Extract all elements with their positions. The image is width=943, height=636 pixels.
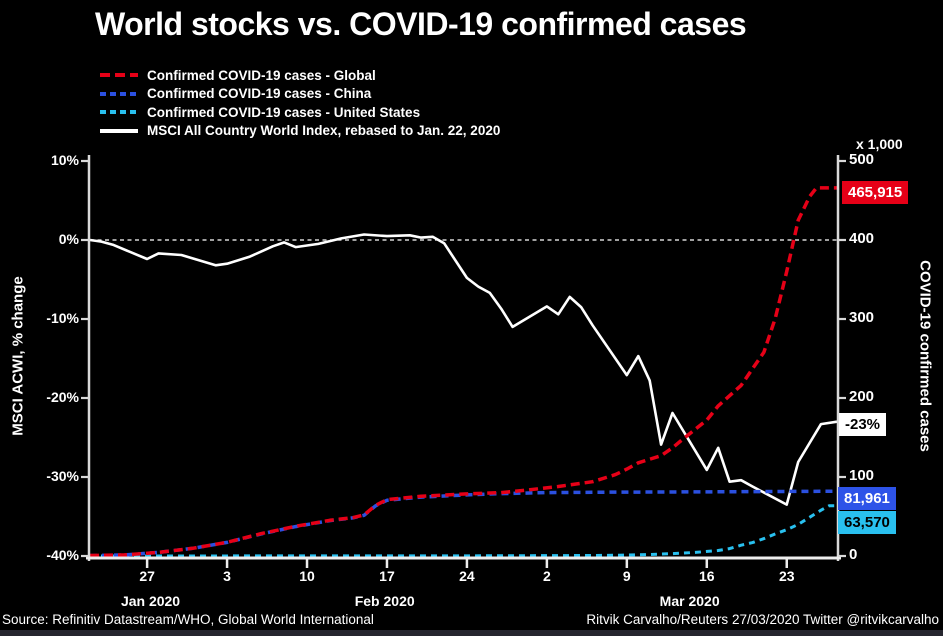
left-axis-tick-label: 0% bbox=[58, 231, 79, 247]
credit-note: Ritvik Carvalho/Reuters 27/03/2020 Twitt… bbox=[586, 612, 939, 627]
x-axis-tick-label: 10 bbox=[299, 568, 315, 584]
left-axis-tick-label: -10% bbox=[46, 310, 79, 326]
legend-label-msci: MSCI All Country World Index, rebased to… bbox=[147, 123, 501, 139]
x-axis-month-label: Jan 2020 bbox=[120, 593, 181, 609]
legend-swatch-us-icon bbox=[100, 110, 138, 115]
x-axis-tick-label: 23 bbox=[778, 568, 795, 584]
x-axis-tick-label: 3 bbox=[223, 568, 231, 584]
left-axis-tick-label: -20% bbox=[46, 389, 79, 405]
legend-item-china: Confirmed COVID-19 cases - China bbox=[100, 85, 500, 104]
right-axis-tick-label: 100 bbox=[849, 467, 875, 484]
x-axis-tick-label: 9 bbox=[622, 568, 631, 584]
right-axis-tick-label: 200 bbox=[849, 388, 875, 405]
right-axis-tick-label: 300 bbox=[849, 309, 875, 326]
x-axis-tick-label: 17 bbox=[379, 568, 395, 584]
series-line-confirmed-covid-19-cases-global bbox=[89, 186, 837, 558]
left-axis-tick-label: -40% bbox=[46, 547, 79, 563]
footer-bar bbox=[0, 630, 943, 636]
series-line-confirmed-covid-19-cases-united-states bbox=[89, 504, 837, 558]
left-axis-tick-label: -30% bbox=[46, 468, 79, 484]
x-axis-tick-label: 2 bbox=[542, 568, 551, 584]
legend-label-us: Confirmed COVID-19 cases - United States bbox=[147, 104, 421, 120]
right-axis-unit: x 1,000 bbox=[856, 136, 903, 152]
x-axis-tick-label: 16 bbox=[698, 568, 715, 584]
page-title: World stocks vs. COVID-19 confirmed case… bbox=[95, 6, 747, 42]
legend-swatch-china-icon bbox=[100, 91, 138, 96]
left-axis-tick-label: 10% bbox=[50, 152, 79, 168]
legend-swatch-global-icon bbox=[100, 73, 138, 78]
value-label-global-cases: 465,915 bbox=[842, 181, 909, 204]
legend-label-global: Confirmed COVID-19 cases - Global bbox=[147, 67, 376, 83]
legend: Confirmed COVID-19 cases - Global Confir… bbox=[100, 66, 500, 140]
x-axis-tick-label: 27 bbox=[139, 568, 155, 584]
x-axis-month-label: Feb 2020 bbox=[354, 593, 415, 609]
legend-label-china: Confirmed COVID-19 cases - China bbox=[147, 86, 372, 102]
right-axis-tick-label: 500 bbox=[849, 151, 875, 168]
legend-item-us: Confirmed COVID-19 cases - United States bbox=[100, 103, 500, 122]
value-label-china-cases: 81,961 bbox=[838, 487, 896, 510]
series-line-msci-all-country-world-index-rebased-to-jan-22-2020 bbox=[89, 233, 838, 506]
right-axis-tick-label: 0 bbox=[849, 546, 858, 563]
right-axis-tick-label: 400 bbox=[849, 230, 875, 247]
x-axis-tick-label: 24 bbox=[459, 568, 475, 584]
value-label-msci: -23% bbox=[839, 413, 887, 436]
legend-item-global: Confirmed COVID-19 cases - Global bbox=[100, 66, 500, 85]
legend-swatch-msci-icon bbox=[100, 129, 138, 133]
value-label-us-cases: 63,570 bbox=[838, 511, 896, 534]
source-note: Source: Refinitiv Datastream/WHO, Global… bbox=[2, 612, 374, 627]
legend-item-msci: MSCI All Country World Index, rebased to… bbox=[100, 122, 500, 141]
x-axis-month-label: Mar 2020 bbox=[659, 593, 720, 609]
